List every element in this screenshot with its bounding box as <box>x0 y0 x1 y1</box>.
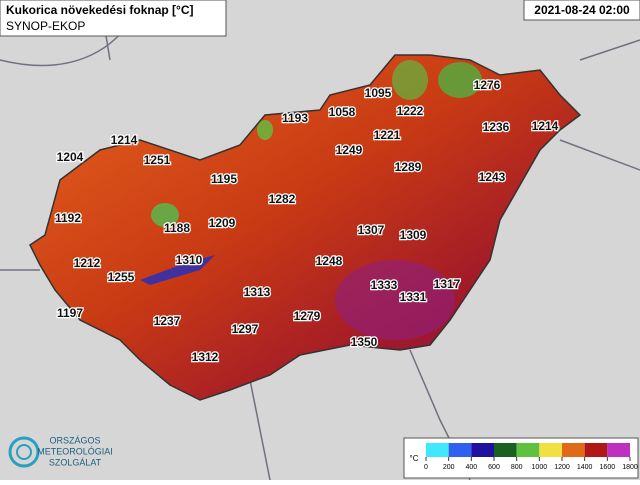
legend-tick-label: 200 <box>443 464 455 471</box>
station-value: 1255 <box>108 270 135 284</box>
legend-swatch <box>494 443 517 457</box>
station-value: 1236 <box>483 120 510 134</box>
station-value: 1307 <box>358 223 385 237</box>
logo-icon <box>8 436 40 468</box>
station-value: 1312 <box>192 350 219 364</box>
station-value: 1310 <box>176 253 203 267</box>
legend-unit: °C <box>410 454 419 463</box>
station-value: 1222 <box>397 104 424 118</box>
legend-tick-label: 1600 <box>600 464 616 471</box>
station-value: 1192 <box>55 211 81 225</box>
legend-tick-label: 0 <box>424 464 428 471</box>
station-value: 1212 <box>74 256 101 270</box>
hot-area <box>335 260 455 340</box>
lake <box>140 255 215 285</box>
legend-tick-label: 1800 <box>622 464 638 471</box>
station-value: 1058 <box>329 105 356 119</box>
station-value: 1188 <box>164 221 190 235</box>
station-value: 1243 <box>479 170 506 184</box>
date-box <box>523 0 640 21</box>
station-value: 1249 <box>336 143 363 157</box>
station-value: 1251 <box>144 153 171 167</box>
station-value: 1282 <box>269 192 296 206</box>
date: 2021-08-24 02:00 <box>534 3 630 17</box>
logo-text: ORSZÁGOS <box>49 435 100 445</box>
station-value: 1248 <box>316 254 343 268</box>
station-value: 1279 <box>294 309 321 323</box>
station-value: 1221 <box>374 128 401 142</box>
station-value: 1204 <box>57 150 84 164</box>
cool-area <box>257 120 273 140</box>
logo-text: METEOROLÓGIAI <box>37 446 113 456</box>
station-value: 1350 <box>351 335 378 349</box>
legend-tick-label: 600 <box>488 464 500 471</box>
station-value: 1214 <box>532 119 559 133</box>
legend-tick-label: 1200 <box>554 464 570 471</box>
legend-swatch <box>562 443 585 457</box>
cool-area <box>151 203 179 227</box>
station-value: 1289 <box>395 160 422 174</box>
logo-text: SZOLGÁLAT <box>49 457 102 467</box>
station-value: 1237 <box>154 314 181 328</box>
subtitle: SYNOP-EKOP <box>6 19 85 33</box>
cool-area <box>438 62 482 98</box>
station-value: 1095 <box>365 86 392 100</box>
legend-swatch <box>426 443 449 457</box>
legend-tick-label: 1400 <box>577 464 593 471</box>
station-value: 1297 <box>232 322 259 336</box>
station-value: 1214 <box>111 133 138 147</box>
logo: ORSZÁGOS METEOROLÓGIAI SZOLGÁLAT <box>8 435 113 468</box>
cool-area <box>392 60 428 100</box>
station-value: 1195 <box>211 172 237 186</box>
legend-tick-label: 800 <box>511 464 523 471</box>
legend-swatch <box>539 443 562 457</box>
station-value: 1209 <box>209 216 236 230</box>
legend-swatch <box>584 443 608 457</box>
legend-swatch <box>448 443 472 457</box>
station-value: 1313 <box>244 285 271 299</box>
legend-tick-label: 1000 <box>532 464 548 471</box>
station-value: 1197 <box>57 306 83 320</box>
title-box <box>0 0 227 37</box>
legend-swatch <box>471 443 494 457</box>
station-value: 1331 <box>400 290 427 304</box>
station-value: 1333 <box>371 278 398 292</box>
title: Kukorica növekedési foknap [°C] <box>6 3 194 17</box>
logo-icon <box>16 444 32 460</box>
legend-tick-label: 400 <box>465 464 477 471</box>
station-value: 1193 <box>282 111 308 125</box>
legend-swatch <box>516 443 540 457</box>
station-value: 1309 <box>400 228 427 242</box>
station-value: 1276 <box>474 78 501 92</box>
station-value: 1317 <box>434 277 461 291</box>
legend-swatch <box>607 443 630 457</box>
